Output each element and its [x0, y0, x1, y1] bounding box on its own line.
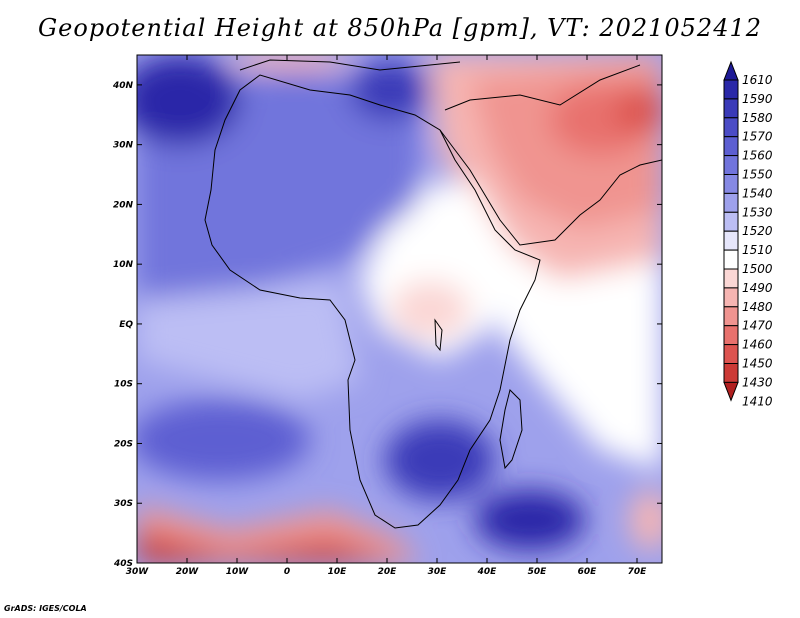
- colorbar-swatch: [723, 98, 739, 119]
- lat-tick-label: 10S: [114, 380, 133, 390]
- colorbar-label: 1410: [742, 394, 773, 408]
- lat-tick-label: EQ: [119, 320, 133, 330]
- lat-tick-label: 40N: [112, 81, 134, 91]
- colorbar-swatch: [723, 287, 739, 308]
- lat-tick-label: 10N: [113, 260, 134, 270]
- colorbar-label: 1540: [742, 186, 773, 200]
- colorbar-label: 1480: [742, 300, 773, 314]
- colorbar-label: 1500: [742, 262, 773, 276]
- lon-tick-label: 10E: [328, 567, 348, 577]
- lat-tick-label: 40S: [113, 559, 133, 569]
- lake-victoria: [434, 318, 443, 352]
- colorbar-swatch: [723, 249, 739, 270]
- colorbar-label: 1520: [742, 224, 773, 238]
- colorbar-label: 1560: [742, 149, 773, 163]
- colorbar-swatch: [723, 268, 739, 289]
- colorbar-swatch: [723, 306, 739, 327]
- longitude-axis: 30W 20W 10W 0 10E 20E 30E 40E 50E 60E 70E: [126, 55, 647, 577]
- colorbar-swatch: [723, 136, 739, 157]
- colorbar-swatch: [723, 155, 739, 176]
- colorbar-bottom-arrow: [723, 381, 739, 402]
- colorbar-label: 1510: [742, 243, 773, 257]
- colorbar-label: 1470: [742, 319, 773, 333]
- lon-tick-label: 50E: [528, 567, 548, 577]
- colorbar: 1610 1590 1580 1570 1560 1550 1540 1530 1520 1510…: [723, 60, 773, 408]
- map-title: Geopotential Height at 850hPa [gpm], VT:…: [38, 14, 762, 42]
- madagascar-coastline: [499, 389, 523, 470]
- lon-tick-label: 40E: [477, 567, 498, 577]
- latitude-axis: 40N 30N 20N 10N EQ 10S 20S 30S 40S: [112, 81, 662, 569]
- colorbar-swatch: [723, 230, 739, 251]
- credit-text: GrADS: IGES/COLA: [4, 604, 87, 613]
- africa-coastline: [204, 74, 541, 529]
- colorbar-label: 1460: [742, 338, 773, 352]
- map-frame: [136, 54, 663, 564]
- colorbar-swatch: [723, 117, 739, 138]
- lon-tick-label: 30W: [126, 567, 150, 577]
- colorbar-swatch: [723, 174, 739, 194]
- colorbar-label: 1580: [742, 111, 773, 125]
- colorbar-swatch: [723, 211, 739, 232]
- levant-coastline: [444, 64, 641, 111]
- colorbar-label: 1450: [742, 357, 773, 371]
- lon-tick-label: 60E: [578, 567, 598, 577]
- lon-tick-label: 30E: [428, 567, 448, 577]
- colorbar-swatch: [723, 79, 739, 100]
- lon-tick-label: 10W: [226, 567, 250, 577]
- colorbar-label: 1590: [742, 92, 773, 106]
- lon-tick-label: 0: [284, 567, 290, 577]
- colorbar-swatch: [723, 363, 739, 383]
- lon-tick-label: 70E: [628, 567, 648, 577]
- colorbar-label: 1430: [742, 375, 773, 389]
- lon-tick-label: 20W: [176, 567, 200, 577]
- colorbar-top-arrow: [723, 60, 739, 81]
- coastlines: [204, 59, 662, 529]
- colorbar-swatch: [723, 344, 739, 365]
- lat-tick-label: 20N: [113, 200, 134, 210]
- colorbar-swatch: [723, 325, 739, 346]
- lon-tick-label: 20E: [378, 567, 398, 577]
- europe-coastline: [239, 59, 461, 71]
- height-field: [137, 55, 662, 563]
- colorbar-label: 1610: [742, 73, 773, 87]
- colorbar-label: 1570: [742, 130, 773, 144]
- colorbar-label: 1490: [742, 281, 773, 295]
- colorbar-label: 1530: [742, 205, 773, 219]
- lat-tick-label: 20S: [114, 439, 133, 449]
- lat-tick-label: 30S: [114, 499, 133, 509]
- arabia-coastline: [439, 129, 662, 246]
- colorbar-label: 1550: [742, 168, 773, 182]
- colorbar-swatch: [723, 192, 739, 213]
- lat-tick-label: 30N: [113, 141, 134, 151]
